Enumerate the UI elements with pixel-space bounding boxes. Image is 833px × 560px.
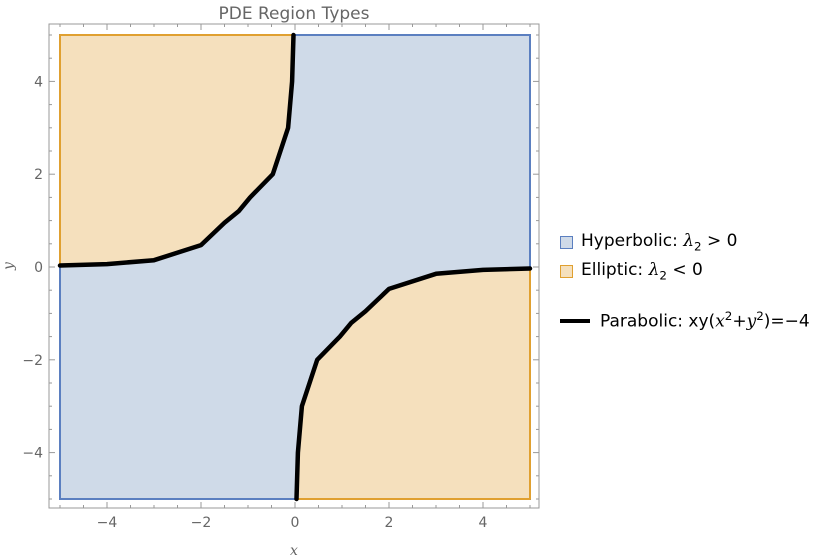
y-tick-label: −2 <box>22 353 43 369</box>
elliptic-swatch <box>560 265 573 278</box>
legend-parabolic-label: Parabolic: xy( <box>600 311 716 332</box>
legend-gap <box>560 286 810 306</box>
y-tick-label: −4 <box>22 446 43 462</box>
x-tick-label: −2 <box>191 515 212 531</box>
legend-parabolic-rhs: )=−4 <box>763 311 810 332</box>
parabolic-curve-branch-lower-right <box>294 266 533 502</box>
legend-parabolic-x: x <box>715 311 725 332</box>
legend-item-hyperbolic: Hyperbolic: λ2 > 0 <box>560 228 810 257</box>
legend-parabolic-y-exp: 2 <box>756 309 764 324</box>
chart-title: PDE Region Types <box>219 4 370 24</box>
parabolic-line-swatch <box>560 318 590 323</box>
legend-hyperbolic-label: Hyperbolic: <box>581 231 684 252</box>
tick-marks <box>49 24 539 508</box>
legend-item-elliptic: Elliptic: λ2 < 0 <box>560 257 810 286</box>
parabolic-curve-branch-upper-left <box>57 32 296 268</box>
tick-labels: −4 −2 0 2 4 −4 −2 0 2 4 <box>22 74 487 531</box>
legend-elliptic-sub: 2 <box>659 268 667 283</box>
x-tick-label: 2 <box>385 515 394 531</box>
legend-parabolic-x-exp: 2 <box>724 309 733 324</box>
y-tick-label: 4 <box>34 74 43 90</box>
y-axis-label: y <box>1 261 17 271</box>
x-tick-label: −4 <box>97 515 118 531</box>
y-tick-label: 2 <box>34 167 43 183</box>
y-tick-label: 0 <box>34 260 43 276</box>
legend: Hyperbolic: λ2 > 0 Elliptic: λ2 < 0 Para… <box>560 228 810 335</box>
legend-parabolic-text: Parabolic: xy(x2+y2)=−4 <box>600 309 810 332</box>
legend-elliptic-text: Elliptic: λ2 < 0 <box>581 260 703 282</box>
parabolic-curve-layer <box>57 32 533 502</box>
legend-elliptic-lambda: λ <box>648 260 660 281</box>
x-axis-label: x <box>290 543 298 559</box>
legend-hyperbolic-text: Hyperbolic: λ2 > 0 <box>581 231 737 253</box>
x-tick-label: 4 <box>479 515 488 531</box>
legend-parabolic-plus: + <box>732 311 747 332</box>
legend-hyperbolic-lambda: λ <box>683 231 694 252</box>
regions-layer <box>59 34 531 500</box>
legend-elliptic-label: Elliptic: <box>581 260 649 281</box>
legend-hyperbolic-rel: > 0 <box>701 231 738 252</box>
plot-frame <box>48 23 540 509</box>
hyperbolic-swatch <box>560 236 573 249</box>
x-tick-label: 0 <box>291 515 300 531</box>
legend-hyperbolic-sub: 2 <box>693 239 702 254</box>
legend-parabolic-y: y <box>746 311 757 332</box>
legend-item-parabolic: Parabolic: xy(x2+y2)=−4 <box>560 306 810 335</box>
legend-elliptic-rel: < 0 <box>666 260 703 281</box>
